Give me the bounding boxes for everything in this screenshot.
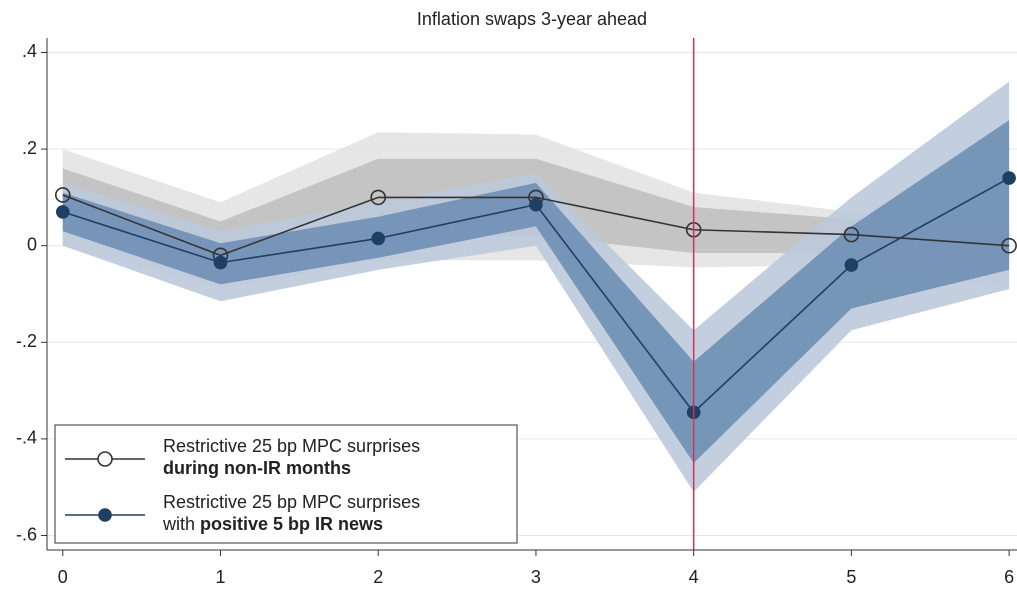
y-tick-label: -.6	[16, 524, 37, 544]
data-point	[1001, 237, 1017, 254]
x-tick-label: 3	[531, 567, 541, 587]
y-tick-label: .4	[22, 41, 37, 61]
plot-area	[54, 81, 1017, 493]
x-tick-label: 4	[689, 567, 699, 587]
chart-title: Inflation swaps 3-year ahead	[417, 9, 647, 29]
x-tick-label: 2	[373, 567, 383, 587]
legend-text: Restrictive 25 bp MPC surprises	[163, 436, 420, 456]
series-line	[62, 194, 1010, 257]
data-point	[1002, 171, 1016, 185]
x-tick-label: 1	[215, 567, 225, 587]
confidence-band	[62, 120, 1010, 464]
legend-marker	[98, 508, 112, 522]
data-point	[213, 255, 228, 270]
legend-text: Restrictive 25 bp MPC surprises	[163, 492, 420, 512]
confidence-band	[62, 81, 1010, 493]
legend-box	[54, 424, 518, 544]
data-point	[55, 205, 70, 219]
legend-text: positive 5 bp IR news	[200, 514, 383, 534]
x-tick-label: 6	[1004, 567, 1014, 587]
data-point	[844, 258, 859, 272]
y-tick-label: .2	[22, 138, 37, 158]
legend-label: Restrictive 25 bp MPC surprises	[163, 492, 420, 512]
data-point	[529, 197, 543, 212]
y-tick-label: -.2	[16, 331, 37, 351]
x-tick-label: 0	[58, 567, 68, 587]
y-tick-label: 0	[27, 234, 37, 254]
x-tick-label: 5	[846, 567, 856, 587]
data-point	[843, 226, 860, 243]
legend-label: with positive 5 bp IR news	[162, 514, 383, 534]
legend-text: with	[162, 514, 200, 534]
legend-label: during non-IR months	[163, 458, 351, 478]
data-point	[54, 187, 71, 203]
legend-label: Restrictive 25 bp MPC surprises	[163, 436, 420, 456]
legend-marker	[97, 451, 113, 467]
data-point	[371, 231, 386, 246]
legend-text: during non-IR months	[163, 458, 351, 478]
data-point	[370, 189, 387, 206]
y-tick-label: -.4	[16, 428, 37, 448]
